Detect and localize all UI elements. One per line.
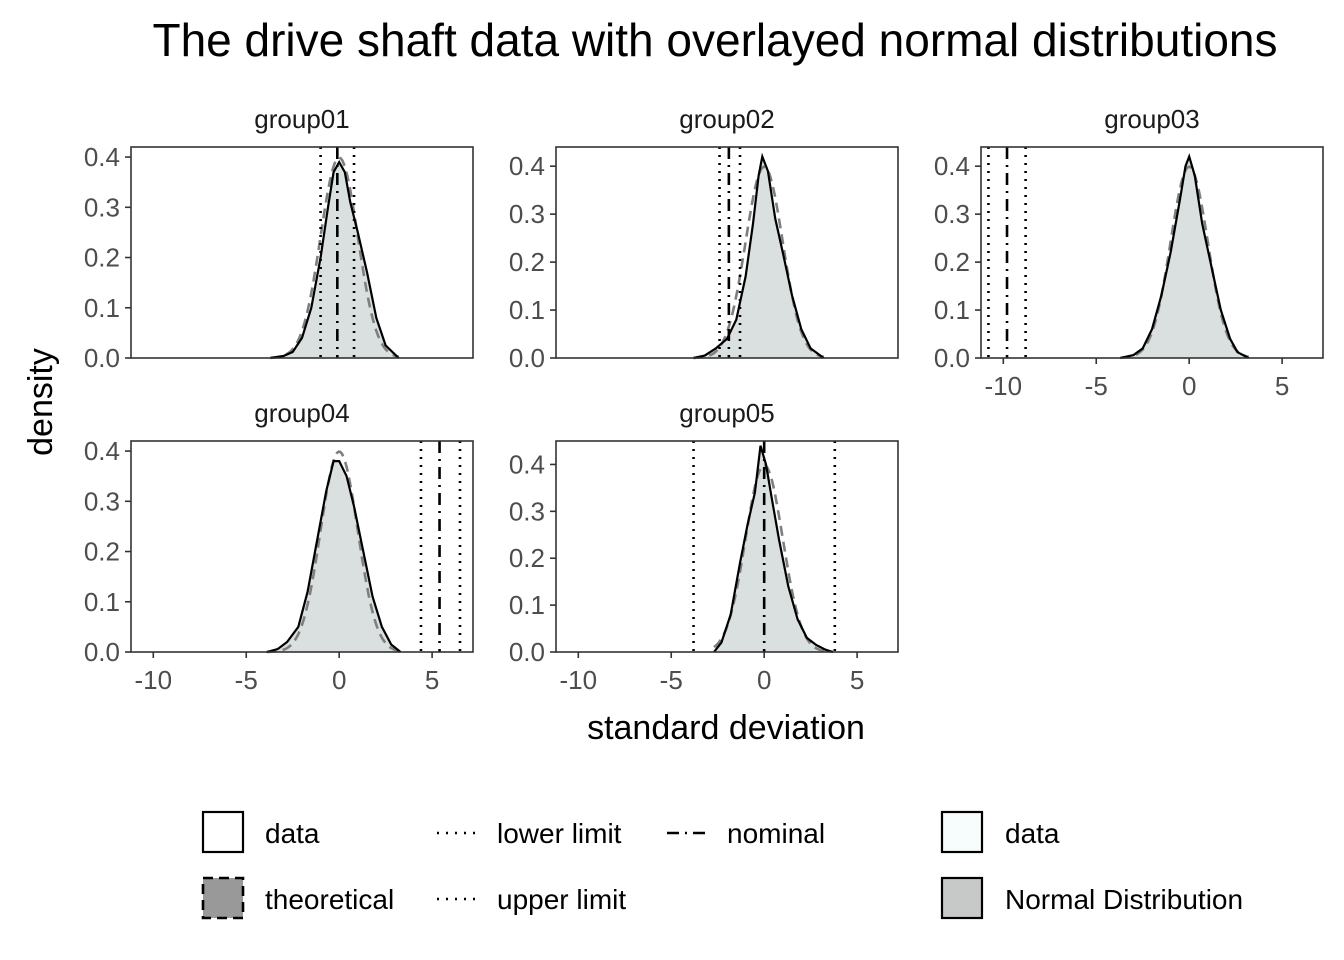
density-line-group05 — [713, 445, 834, 654]
legend-key-fill-data — [940, 810, 984, 854]
x-tick-label-group03: -5 — [1085, 371, 1108, 401]
y-tick-label-group04: 0.3 — [84, 486, 120, 516]
x-tick-label-group04: -5 — [235, 665, 258, 695]
legend-label-fill-data: data — [1005, 818, 1060, 849]
y-tick-label-group02: 0.1 — [509, 295, 545, 325]
x-tick-label-group05: 0 — [757, 665, 771, 695]
y-tick-label-group04: 0.4 — [84, 436, 120, 466]
panel-title-group04: group04 — [254, 398, 349, 428]
panel-title-group05: group05 — [679, 398, 774, 428]
density-line-group04 — [266, 460, 402, 654]
panel-group02: group02 0.0 0.1 0.2 0.3 0.4 — [509, 104, 899, 373]
legend-key-data-outline — [201, 810, 245, 854]
y-tick-label-group02: 0.4 — [509, 151, 545, 181]
legend-label-data: data — [265, 818, 320, 849]
panel-title-group01: group01 — [254, 104, 349, 134]
legend-label-upper-limit: upper limit — [497, 884, 626, 915]
y-tick-label-group03: 0.4 — [934, 151, 970, 181]
x-tick-label-group05: 5 — [850, 665, 864, 695]
y-axis-label: density — [22, 348, 60, 456]
legend-label-nominal: nominal — [727, 818, 825, 849]
panel-group04: group04 0.0 0.1 0.2 0.3 0.4 -10 -5 0 5 — [84, 398, 474, 695]
x-tick-label-group04: 5 — [425, 665, 439, 695]
y-tick-label-group04: 0.0 — [84, 637, 120, 667]
density-area-group03 — [1120, 156, 1249, 358]
y-tick-label-group03: 0.2 — [934, 247, 970, 277]
y-tick-label-group02: 0.3 — [509, 199, 545, 229]
y-tick-label-group05: 0.2 — [509, 543, 545, 573]
density-area-group01 — [270, 162, 399, 358]
facet-panels: group01 0.0 0.1 0.2 0.3 0.4 group02 0.0 0.1 0.2 0.… — [84, 104, 1324, 695]
y-tick-label-group03: 0.0 — [934, 343, 970, 373]
density-line-group02 — [693, 152, 825, 360]
y-tick-label-group04: 0.2 — [84, 537, 120, 567]
density-area-group05 — [713, 445, 833, 652]
y-tick-label-group01: 0.0 — [84, 343, 120, 373]
y-tick-label-group03: 0.3 — [934, 199, 970, 229]
x-tick-label-group03: -10 — [985, 371, 1023, 401]
chart-title: The drive shaft data with overlayed norm… — [152, 14, 1277, 66]
theoretical-curve-group01 — [270, 156, 399, 360]
y-tick-label-group03: 0.1 — [934, 295, 970, 325]
legend-label-theoretical: theoretical — [265, 884, 394, 915]
panel-group01: group01 0.0 0.1 0.2 0.3 0.4 — [84, 104, 474, 373]
y-tick-label-group05: 0.3 — [509, 496, 545, 526]
y-tick-label-group01: 0.3 — [84, 192, 120, 222]
density-line-group03 — [1120, 153, 1250, 360]
legend-key-theoretical — [201, 876, 245, 920]
panel-group05: group05 0.0 0.1 0.2 0.3 0.4 -10 -5 0 5 — [509, 398, 899, 695]
panel-border-group01 — [130, 146, 474, 359]
legend-label-fill-Normal-Distribution: Normal Distribution — [1005, 884, 1243, 915]
y-tick-label-group05: 0.0 — [509, 637, 545, 667]
x-tick-label-group04: -10 — [135, 665, 173, 695]
y-tick-label-group01: 0.1 — [84, 293, 120, 323]
density-area-group02 — [693, 156, 824, 358]
y-tick-label-group02: 0.2 — [509, 247, 545, 277]
theoretical-curve-group03 — [1120, 165, 1249, 360]
y-tick-label-group01: 0.4 — [84, 142, 120, 172]
panel-title-group03: group03 — [1104, 104, 1199, 134]
legend: data theoretical lower limit upper limit nom… — [201, 810, 1243, 920]
x-tick-label-group05: -10 — [560, 665, 598, 695]
y-tick-label-group05: 0.1 — [509, 590, 545, 620]
x-tick-label-group04: 0 — [332, 665, 346, 695]
theoretical-curve-group02 — [693, 165, 824, 360]
panel-border-group05 — [555, 440, 899, 653]
y-tick-label-group05: 0.4 — [509, 449, 545, 479]
y-tick-label-group04: 0.1 — [84, 587, 120, 617]
density-line-group01 — [270, 159, 400, 360]
y-tick-label-group01: 0.2 — [84, 243, 120, 273]
x-axis-label: standard deviation — [587, 709, 865, 747]
legend-label-lower-limit: lower limit — [497, 818, 622, 849]
panel-border-group04 — [130, 440, 474, 653]
legend-key-fill-Normal-Distribution — [940, 876, 984, 920]
x-tick-label-group05: -5 — [660, 665, 683, 695]
density-area-group04 — [266, 461, 401, 652]
panel-group03: group03 0.0 0.1 0.2 0.3 0.4 -10 -5 0 5 — [934, 104, 1324, 401]
panel-title-group02: group02 — [679, 104, 774, 134]
y-tick-label-group02: 0.0 — [509, 343, 545, 373]
x-tick-label-group03: 0 — [1182, 371, 1196, 401]
panel-border-group02 — [555, 146, 899, 359]
panel-border-group03 — [980, 146, 1324, 359]
x-tick-label-group03: 5 — [1275, 371, 1289, 401]
